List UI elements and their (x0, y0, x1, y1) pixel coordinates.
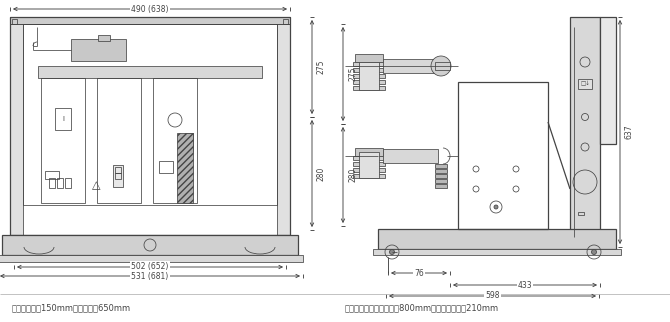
Text: 433: 433 (518, 280, 532, 289)
Text: I: I (62, 116, 64, 122)
Bar (55, 108, 71, 130)
Bar (383, 59, 438, 73)
Bar (41, 78, 85, 203)
Bar (277, 17, 290, 235)
Bar (435, 169, 447, 173)
Text: □↓: □↓ (580, 81, 590, 87)
Bar (353, 162, 385, 166)
Bar (353, 174, 385, 178)
Text: 一次相间距为150mm，配柜宽为650mm: 一次相间距为150mm，配柜宽为650mm (12, 304, 131, 312)
Bar (435, 174, 447, 178)
Bar (159, 161, 173, 173)
Bar (0, 255, 303, 262)
Circle shape (494, 205, 498, 209)
Text: 490 (638): 490 (638) (131, 5, 169, 14)
Text: 275: 275 (348, 67, 357, 81)
Text: 280: 280 (317, 166, 326, 181)
Text: 注：括号内尺寸为配柜宽800mm，一次相间距为210mm: 注：括号内尺寸为配柜宽800mm，一次相间距为210mm (345, 304, 499, 312)
Bar (355, 148, 383, 156)
Bar (98, 35, 110, 41)
Bar (353, 74, 385, 78)
Bar (153, 78, 197, 203)
Circle shape (389, 250, 395, 254)
Circle shape (592, 250, 596, 254)
Bar (435, 184, 447, 188)
Bar (177, 133, 193, 203)
Bar (23, 24, 277, 205)
Text: 531 (681): 531 (681) (131, 271, 169, 280)
Bar (353, 80, 385, 84)
Bar (2, 235, 298, 255)
Bar (353, 86, 385, 90)
Bar (458, 82, 548, 229)
Text: 502 (652): 502 (652) (131, 262, 169, 271)
Bar (383, 149, 438, 163)
Bar (115, 167, 121, 173)
Bar (353, 68, 385, 72)
Circle shape (431, 56, 451, 76)
Text: 275: 275 (317, 60, 326, 74)
Bar (45, 171, 59, 179)
Bar (38, 66, 262, 78)
Bar (12, 19, 17, 24)
Bar (353, 168, 385, 172)
Bar (10, 17, 290, 24)
Bar (359, 62, 379, 90)
Bar (115, 173, 121, 179)
Text: 598: 598 (485, 291, 500, 300)
Bar (373, 249, 621, 255)
Bar (283, 19, 288, 24)
Bar (378, 229, 616, 249)
Text: 280: 280 (348, 168, 357, 182)
Bar (113, 165, 123, 187)
Text: 637: 637 (625, 125, 634, 139)
Bar (435, 179, 447, 183)
Bar (355, 54, 383, 62)
Bar (359, 152, 379, 178)
Bar (65, 178, 71, 188)
Bar (353, 62, 385, 66)
Bar (49, 178, 55, 188)
Bar (578, 212, 584, 215)
Bar (600, 17, 616, 144)
Bar (435, 164, 447, 168)
Bar (57, 178, 63, 188)
Bar (10, 17, 23, 235)
Text: △: △ (92, 180, 100, 190)
Bar (71, 39, 126, 61)
Bar (353, 156, 385, 160)
Bar (578, 79, 592, 89)
Bar (97, 78, 141, 203)
Bar (570, 17, 600, 247)
Bar (10, 17, 290, 235)
Bar (435, 62, 450, 70)
Bar (185, 133, 193, 151)
Text: 76: 76 (414, 269, 424, 278)
